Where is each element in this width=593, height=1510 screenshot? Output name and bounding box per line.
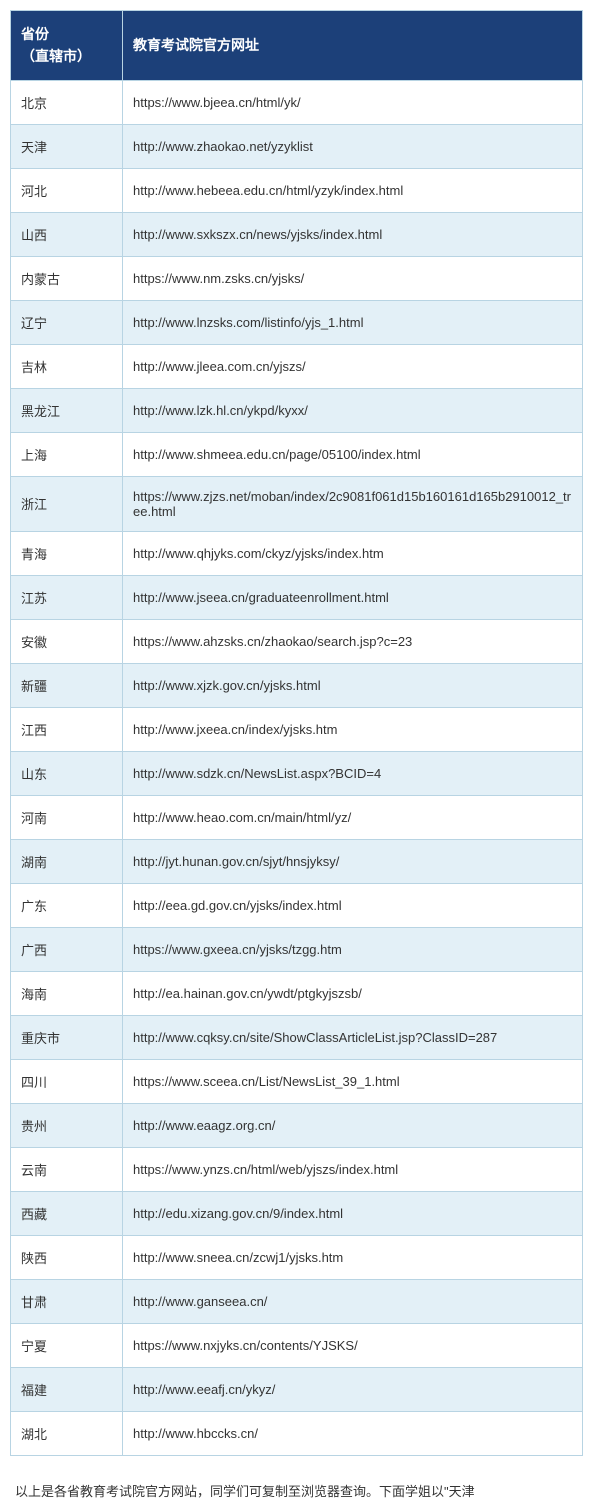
url-cell: http://www.zhaokao.net/yzyklist	[123, 124, 583, 168]
province-cell: 河北	[11, 168, 123, 212]
province-cell: 内蒙古	[11, 256, 123, 300]
province-cell: 重庆市	[11, 1015, 123, 1059]
url-cell: https://www.ynzs.cn/html/web/yjszs/index…	[123, 1147, 583, 1191]
province-cell: 湖南	[11, 839, 123, 883]
province-cell: 河南	[11, 795, 123, 839]
province-cell: 吉林	[11, 344, 123, 388]
url-cell: https://www.sceea.cn/List/NewsList_39_1.…	[123, 1059, 583, 1103]
url-cell: http://www.hbccks.cn/	[123, 1411, 583, 1455]
province-cell: 辽宁	[11, 300, 123, 344]
table-body: 北京https://www.bjeea.cn/html/yk/天津http://…	[11, 80, 583, 1455]
province-cell: 江西	[11, 707, 123, 751]
table-row: 河北http://www.hebeea.edu.cn/html/yzyk/ind…	[11, 168, 583, 212]
url-cell: http://www.eaagz.org.cn/	[123, 1103, 583, 1147]
url-cell: http://eea.gd.gov.cn/yjsks/index.html	[123, 883, 583, 927]
table-row: 天津http://www.zhaokao.net/yzyklist	[11, 124, 583, 168]
province-cell: 广东	[11, 883, 123, 927]
footer-text: 以上是各省教育考试院官方网站，同学们可复制至浏览器查询。下面学姐以"天津	[10, 1481, 583, 1500]
province-cell: 宁夏	[11, 1323, 123, 1367]
table-row: 江西http://www.jxeea.cn/index/yjsks.htm	[11, 707, 583, 751]
url-cell: https://www.zjzs.net/moban/index/2c9081f…	[123, 476, 583, 531]
table-row: 新疆http://www.xjzk.gov.cn/yjsks.html	[11, 663, 583, 707]
url-cell: http://www.shmeea.edu.cn/page/05100/inde…	[123, 432, 583, 476]
table-row: 上海http://www.shmeea.edu.cn/page/05100/in…	[11, 432, 583, 476]
table-row: 西藏http://edu.xizang.gov.cn/9/index.html	[11, 1191, 583, 1235]
table-row: 广西https://www.gxeea.cn/yjsks/tzgg.htm	[11, 927, 583, 971]
url-cell: http://www.cqksy.cn/site/ShowClassArticl…	[123, 1015, 583, 1059]
url-cell: http://jyt.hunan.gov.cn/sjyt/hnsjyksy/	[123, 839, 583, 883]
table-row: 四川https://www.sceea.cn/List/NewsList_39_…	[11, 1059, 583, 1103]
province-url-table: 省份 （直辖市） 教育考试院官方网址 北京https://www.bjeea.c…	[10, 10, 583, 1456]
province-cell: 天津	[11, 124, 123, 168]
url-cell: http://www.heao.com.cn/main/html/yz/	[123, 795, 583, 839]
table-row: 青海http://www.qhjyks.com/ckyz/yjsks/index…	[11, 531, 583, 575]
table-row: 北京https://www.bjeea.cn/html/yk/	[11, 80, 583, 124]
table-row: 重庆市http://www.cqksy.cn/site/ShowClassArt…	[11, 1015, 583, 1059]
table-row: 山东http://www.sdzk.cn/NewsList.aspx?BCID=…	[11, 751, 583, 795]
table-row: 浙江https://www.zjzs.net/moban/index/2c908…	[11, 476, 583, 531]
url-cell: http://ea.hainan.gov.cn/ywdt/ptgkyjszsb/	[123, 971, 583, 1015]
url-cell: https://www.nxjyks.cn/contents/YJSKS/	[123, 1323, 583, 1367]
url-cell: http://www.eeafj.cn/ykyz/	[123, 1367, 583, 1411]
table-row: 黑龙江http://www.lzk.hl.cn/ykpd/kyxx/	[11, 388, 583, 432]
header-province: 省份 （直辖市）	[11, 11, 123, 81]
table-row: 贵州http://www.eaagz.org.cn/	[11, 1103, 583, 1147]
url-cell: http://www.jseea.cn/graduateenrollment.h…	[123, 575, 583, 619]
table-row: 甘肃http://www.ganseea.cn/	[11, 1279, 583, 1323]
table-row: 安徽https://www.ahzsks.cn/zhaokao/search.j…	[11, 619, 583, 663]
url-cell: http://www.sneea.cn/zcwj1/yjsks.htm	[123, 1235, 583, 1279]
url-cell: http://edu.xizang.gov.cn/9/index.html	[123, 1191, 583, 1235]
table-header: 省份 （直辖市） 教育考试院官方网址	[11, 11, 583, 81]
province-cell: 北京	[11, 80, 123, 124]
province-cell: 黑龙江	[11, 388, 123, 432]
url-cell: https://www.gxeea.cn/yjsks/tzgg.htm	[123, 927, 583, 971]
url-cell: http://www.sxkszx.cn/news/yjsks/index.ht…	[123, 212, 583, 256]
table-row: 吉林http://www.jleea.com.cn/yjszs/	[11, 344, 583, 388]
url-cell: http://www.xjzk.gov.cn/yjsks.html	[123, 663, 583, 707]
url-cell: https://www.bjeea.cn/html/yk/	[123, 80, 583, 124]
url-cell: http://www.lnzsks.com/listinfo/yjs_1.htm…	[123, 300, 583, 344]
table-row: 福建http://www.eeafj.cn/ykyz/	[11, 1367, 583, 1411]
table-row: 江苏http://www.jseea.cn/graduateenrollment…	[11, 575, 583, 619]
province-cell: 江苏	[11, 575, 123, 619]
url-cell: http://www.ganseea.cn/	[123, 1279, 583, 1323]
province-cell: 西藏	[11, 1191, 123, 1235]
table-row: 陕西http://www.sneea.cn/zcwj1/yjsks.htm	[11, 1235, 583, 1279]
table-row: 湖南http://jyt.hunan.gov.cn/sjyt/hnsjyksy/	[11, 839, 583, 883]
province-cell: 云南	[11, 1147, 123, 1191]
province-cell: 安徽	[11, 619, 123, 663]
province-cell: 上海	[11, 432, 123, 476]
table-row: 内蒙古https://www.nm.zsks.cn/yjsks/	[11, 256, 583, 300]
table-row: 辽宁http://www.lnzsks.com/listinfo/yjs_1.h…	[11, 300, 583, 344]
url-cell: http://www.sdzk.cn/NewsList.aspx?BCID=4	[123, 751, 583, 795]
province-cell: 青海	[11, 531, 123, 575]
table-row: 山西http://www.sxkszx.cn/news/yjsks/index.…	[11, 212, 583, 256]
province-cell: 贵州	[11, 1103, 123, 1147]
header-url: 教育考试院官方网址	[123, 11, 583, 81]
url-cell: http://www.jleea.com.cn/yjszs/	[123, 344, 583, 388]
province-cell: 浙江	[11, 476, 123, 531]
province-cell: 山西	[11, 212, 123, 256]
table-row: 宁夏https://www.nxjyks.cn/contents/YJSKS/	[11, 1323, 583, 1367]
table-row: 云南https://www.ynzs.cn/html/web/yjszs/ind…	[11, 1147, 583, 1191]
province-cell: 湖北	[11, 1411, 123, 1455]
url-cell: http://www.qhjyks.com/ckyz/yjsks/index.h…	[123, 531, 583, 575]
url-cell: http://www.hebeea.edu.cn/html/yzyk/index…	[123, 168, 583, 212]
province-cell: 新疆	[11, 663, 123, 707]
province-cell: 海南	[11, 971, 123, 1015]
province-cell: 福建	[11, 1367, 123, 1411]
url-cell: https://www.nm.zsks.cn/yjsks/	[123, 256, 583, 300]
table-row: 海南http://ea.hainan.gov.cn/ywdt/ptgkyjszs…	[11, 971, 583, 1015]
table-row: 河南http://www.heao.com.cn/main/html/yz/	[11, 795, 583, 839]
province-cell: 四川	[11, 1059, 123, 1103]
province-cell: 山东	[11, 751, 123, 795]
province-cell: 广西	[11, 927, 123, 971]
url-cell: http://www.jxeea.cn/index/yjsks.htm	[123, 707, 583, 751]
url-cell: https://www.ahzsks.cn/zhaokao/search.jsp…	[123, 619, 583, 663]
province-cell: 陕西	[11, 1235, 123, 1279]
url-cell: http://www.lzk.hl.cn/ykpd/kyxx/	[123, 388, 583, 432]
table-row: 湖北http://www.hbccks.cn/	[11, 1411, 583, 1455]
province-cell: 甘肃	[11, 1279, 123, 1323]
table-row: 广东http://eea.gd.gov.cn/yjsks/index.html	[11, 883, 583, 927]
